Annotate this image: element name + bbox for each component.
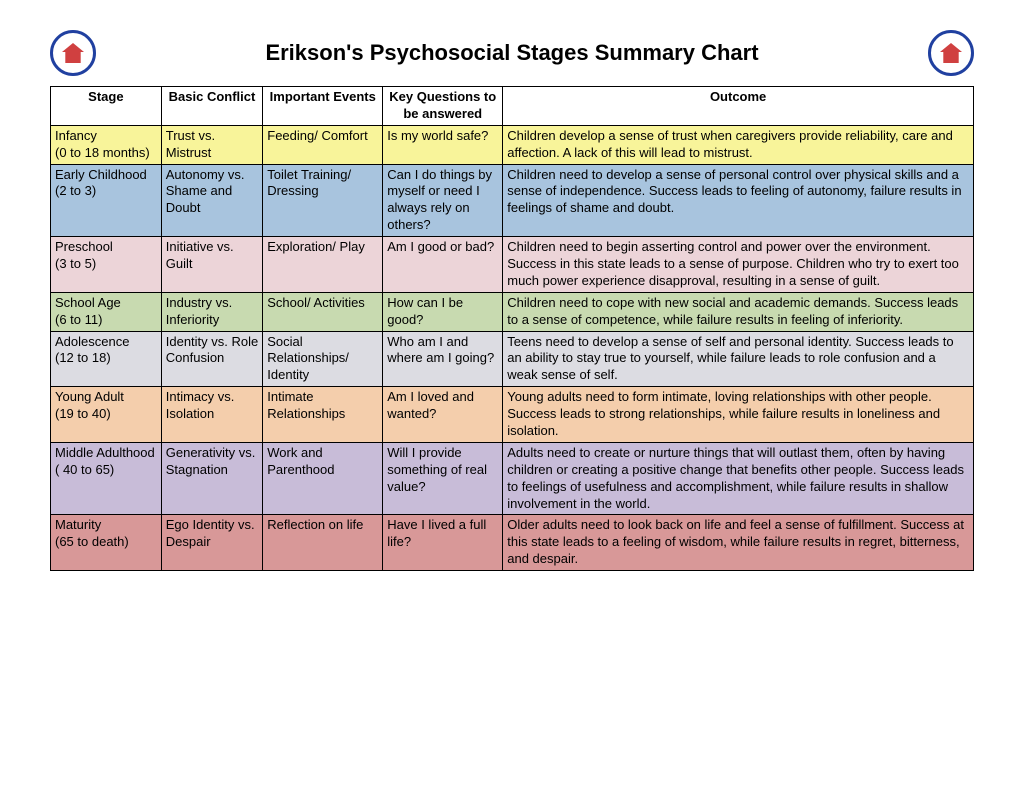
cell-outcome: Older adults need to look back on life a… [503,515,974,571]
logo-right-icon [928,30,974,76]
cell-events: School/ Activities [263,292,383,331]
cell-events: Feeding/ Comfort [263,125,383,164]
cell-outcome: Children need to develop a sense of pers… [503,164,974,237]
cell-stage: Middle Adulthood ( 40 to 65) [51,442,162,515]
cell-events: Toilet Training/ Dressing [263,164,383,237]
cell-events: Intimate Relationships [263,387,383,443]
table-row: Early Childhood (2 to 3)Autonomy vs. Sha… [51,164,974,237]
cell-conflict: Intimacy vs. Isolation [161,387,263,443]
cell-questions: Have I lived a full life? [383,515,503,571]
table-row: Middle Adulthood ( 40 to 65)Generativity… [51,442,974,515]
col-header-stage: Stage [51,87,162,126]
cell-conflict: Industry vs. Inferiority [161,292,263,331]
col-header-questions: Key Questions to be answered [383,87,503,126]
cell-outcome: Children develop a sense of trust when c… [503,125,974,164]
cell-questions: Who am I and where am I going? [383,331,503,387]
cell-outcome: Teens need to develop a sense of self an… [503,331,974,387]
cell-questions: Can I do things by myself or need I alwa… [383,164,503,237]
cell-questions: Is my world safe? [383,125,503,164]
cell-stage: Adolescence (12 to 18) [51,331,162,387]
cell-conflict: Identity vs. Role Confusion [161,331,263,387]
cell-conflict: Generativity vs. Stagnation [161,442,263,515]
col-header-events: Important Events [263,87,383,126]
col-header-outcome: Outcome [503,87,974,126]
cell-events: Work and Parenthood [263,442,383,515]
cell-events: Exploration/ Play [263,237,383,293]
table-row: School Age (6 to 11)Industry vs. Inferio… [51,292,974,331]
logo-left-icon [50,30,96,76]
cell-stage: Early Childhood (2 to 3) [51,164,162,237]
cell-stage: Maturity (65 to death) [51,515,162,571]
cell-stage: Infancy (0 to 18 months) [51,125,162,164]
table-row: Preschool (3 to 5)Initiative vs. GuiltEx… [51,237,974,293]
page-header: Erikson's Psychosocial Stages Summary Ch… [50,30,974,76]
cell-questions: How can I be good? [383,292,503,331]
cell-conflict: Initiative vs. Guilt [161,237,263,293]
stages-table: Stage Basic Conflict Important Events Ke… [50,86,974,571]
cell-stage: School Age (6 to 11) [51,292,162,331]
cell-outcome: Adults need to create or nurture things … [503,442,974,515]
cell-stage: Preschool (3 to 5) [51,237,162,293]
cell-outcome: Children need to begin asserting control… [503,237,974,293]
table-row: Maturity (65 to death)Ego Identity vs. D… [51,515,974,571]
cell-events: Social Relationships/ Identity [263,331,383,387]
col-header-conflict: Basic Conflict [161,87,263,126]
cell-questions: Am I loved and wanted? [383,387,503,443]
cell-questions: Will I provide something of real value? [383,442,503,515]
table-header-row: Stage Basic Conflict Important Events Ke… [51,87,974,126]
cell-outcome: Children need to cope with new social an… [503,292,974,331]
cell-questions: Am I good or bad? [383,237,503,293]
cell-outcome: Young adults need to form intimate, lovi… [503,387,974,443]
page-title: Erikson's Psychosocial Stages Summary Ch… [96,40,928,66]
cell-conflict: Ego Identity vs. Despair [161,515,263,571]
cell-stage: Young Adult (19 to 40) [51,387,162,443]
cell-conflict: Autonomy vs. Shame and Doubt [161,164,263,237]
table-row: Young Adult (19 to 40)Intimacy vs. Isola… [51,387,974,443]
cell-conflict: Trust vs. Mistrust [161,125,263,164]
table-row: Infancy (0 to 18 months)Trust vs. Mistru… [51,125,974,164]
cell-events: Reflection on life [263,515,383,571]
table-row: Adolescence (12 to 18)Identity vs. Role … [51,331,974,387]
